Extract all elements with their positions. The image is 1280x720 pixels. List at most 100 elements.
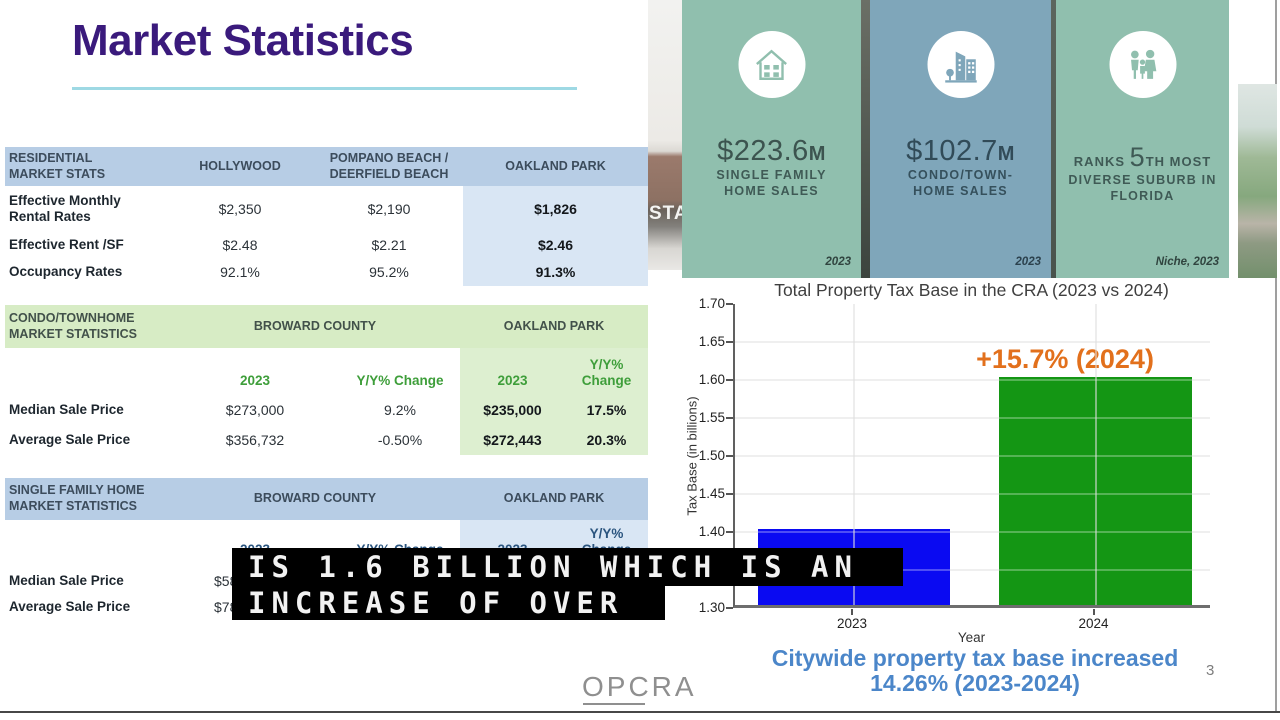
card-label: SINGLE FAMILY HOME SALES <box>716 168 827 199</box>
gridline-overlay <box>735 531 1210 533</box>
slide-right-border <box>1275 0 1277 711</box>
x-tick-mark <box>851 609 853 615</box>
table-cell: $356,732 <box>225 431 285 448</box>
card-value: $102.7M <box>906 135 1015 167</box>
gridline-vertical <box>853 304 855 605</box>
logo-underline <box>583 703 645 705</box>
table-title: SINGLE FAMILY HOME MARKET STATISTICS <box>9 483 145 513</box>
table-cell: $235,000 <box>483 402 542 418</box>
row-label: Effective Rent /SF <box>9 237 124 253</box>
table-cell: 92.1% <box>220 264 260 280</box>
chart-plot-area <box>733 304 1210 608</box>
live-caption-line-2: INCREASE OF OVER <box>232 586 665 620</box>
stat-card-single-family-sales: $223.6M SINGLE FAMILY HOME SALES 2023 <box>682 0 861 278</box>
stat-card-condo-sales: $102.7M CONDO/TOWN- HOME SALES 2023 <box>870 0 1051 278</box>
y-tick-mark <box>726 379 733 381</box>
gridline <box>735 379 1210 381</box>
gridline-overlay <box>735 417 1210 419</box>
table-cell: $78 <box>214 599 238 615</box>
y-tick-mark <box>726 417 733 419</box>
table-cell: 95.2% <box>369 264 409 280</box>
table-cell: $272,443 <box>483 431 542 448</box>
residential-market-stats-table: RESIDENTIAL MARKET STATS HOLLYWOOD POMPA… <box>5 147 648 286</box>
chart-footnote: Citywide property tax base increased 14.… <box>771 645 1179 696</box>
table-cell: $1,826 <box>534 201 577 217</box>
y-tick-label: 1.65 <box>698 334 725 349</box>
table-cell: $273,000 <box>225 402 285 418</box>
y-tick-label: 1.40 <box>698 524 725 539</box>
single-family-header-band <box>5 478 648 520</box>
residential-oakland-highlight <box>463 186 648 286</box>
condo-header-band <box>5 305 648 348</box>
table-cell: $2.21 <box>371 237 407 253</box>
stat-card-diversity-rank: RANKS 5TH MOST DIVERSE SUBURB IN FLORIDA… <box>1056 0 1229 278</box>
sub-header: Y/Y% Change <box>356 372 444 388</box>
sub-header: 2023 <box>239 372 271 388</box>
y-tick-mark <box>726 531 733 533</box>
condo-oakland-highlight <box>460 348 648 455</box>
y-tick-label: 1.70 <box>698 296 725 311</box>
card-source: Niche, 2023 <box>1155 256 1219 268</box>
gridline <box>735 493 1210 495</box>
table-cell: $2,350 <box>218 201 262 217</box>
chart-x-axis-label: Year <box>957 630 986 645</box>
column-header: RESIDENTIAL MARKET STATS <box>9 150 106 181</box>
y-tick-label: 1.30 <box>698 600 725 615</box>
group-header: BROWARD COUNTY <box>253 318 377 333</box>
chart-title: Total Property Tax Base in the CRA (2023… <box>774 280 1169 300</box>
y-tick-mark <box>726 493 733 495</box>
column-header: HOLLYWOOD <box>199 158 281 173</box>
title-underline <box>72 87 577 90</box>
card-label: CONDO/TOWN- HOME SALES <box>907 168 1014 199</box>
y-tick-label: 1.60 <box>698 372 725 387</box>
table-cell: $58 <box>214 573 238 589</box>
trees-photo-strip <box>1238 84 1277 278</box>
row-label: Median Sale Price <box>9 573 124 589</box>
group-header: OAKLAND PARK <box>503 318 605 333</box>
table-cell: 9.2% <box>384 402 416 418</box>
row-label: Average Sale Price <box>9 599 131 615</box>
column-header: POMPANO BEACH / DEERFIELD BEACH <box>329 150 449 181</box>
table-cell: 17.5% <box>586 402 627 418</box>
table-title: CONDO/TOWNHOME MARKET STATISTICS <box>9 310 138 341</box>
gridline-overlay <box>735 341 1210 343</box>
card-source: 2023 <box>1015 256 1041 268</box>
sub-header: 2023 <box>497 372 528 388</box>
house-icon <box>738 31 805 98</box>
row-label: Effective Monthly Rental Rates <box>9 193 121 224</box>
y-tick-mark <box>726 341 733 343</box>
row-label: Occupancy Rates <box>9 264 123 280</box>
row-label: Average Sale Price <box>9 431 131 447</box>
building-sign-text: STA <box>649 203 689 224</box>
gridline <box>735 341 1210 343</box>
table-cell: -0.50% <box>377 431 423 448</box>
card-label: DIVERSE SUBURB IN FLORIDA <box>1068 173 1217 204</box>
people-icon <box>1109 31 1176 98</box>
x-tick-label: 2023 <box>836 616 868 631</box>
y-tick-label: 1.55 <box>698 410 725 425</box>
table-cell: $2.46 <box>537 237 574 253</box>
gridline-overlay <box>735 569 1210 571</box>
table-cell: 91.3% <box>535 264 576 280</box>
group-header: BROWARD COUNTY <box>253 491 377 506</box>
card-value: $223.6M <box>717 135 826 167</box>
page-title: Market Statistics <box>72 16 414 65</box>
slide-bottom-border <box>0 711 1280 713</box>
y-tick-mark <box>726 607 733 609</box>
gridline <box>735 417 1210 419</box>
y-tick-label: 1.45 <box>698 486 725 501</box>
residential-header-band <box>5 147 648 186</box>
table-cell: $2.48 <box>222 237 258 253</box>
page-number: 3 <box>1206 662 1215 679</box>
condo-townhome-table: CONDO/TOWNHOME MARKET STATISTICS BROWARD… <box>5 305 648 455</box>
y-tick-mark <box>726 455 733 457</box>
column-header: OAKLAND PARK <box>505 158 606 173</box>
buildings-icon <box>927 31 994 98</box>
x-tick-label: 2024 <box>1078 616 1109 631</box>
gridline-overlay <box>735 493 1210 495</box>
gridline-overlay <box>735 379 1210 381</box>
y-tick-label: 1.50 <box>698 448 725 463</box>
row-label: Median Sale Price <box>9 402 124 418</box>
sub-header: Y/Y% Change <box>581 356 632 388</box>
